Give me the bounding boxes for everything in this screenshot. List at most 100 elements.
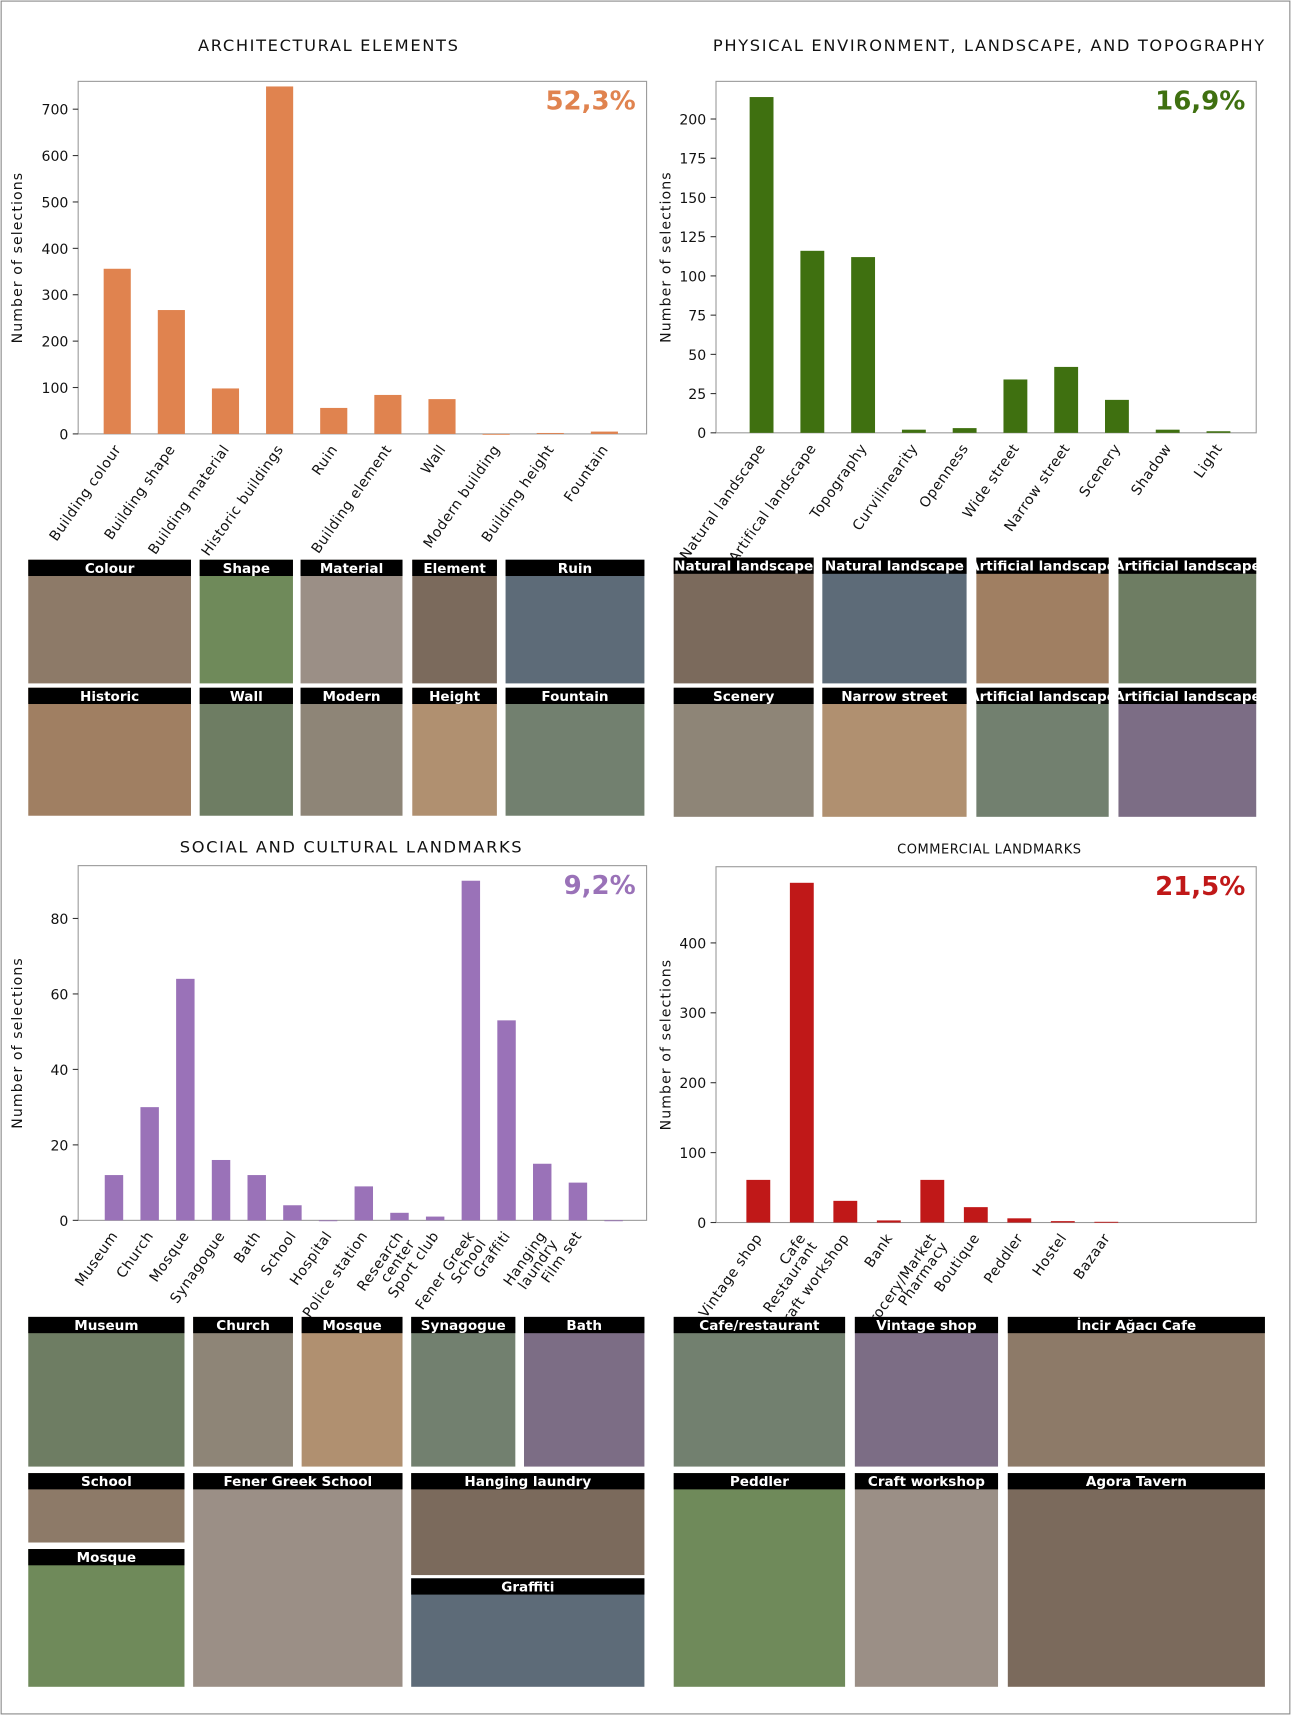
photo (505, 687, 645, 816)
y-axis-label: Number of selections (658, 171, 674, 343)
bar (1003, 379, 1028, 433)
y-tick-label: 150 (679, 191, 706, 207)
photo-caption-bar (412, 559, 497, 577)
annotation: 21,5% (1155, 872, 1245, 902)
photo-caption-bar (854, 1316, 999, 1334)
photo-caption-bar (300, 559, 403, 577)
photo (412, 559, 497, 684)
photo (976, 687, 1109, 817)
photo-caption-bar (1007, 1316, 1265, 1334)
photo (28, 1316, 185, 1467)
photo (822, 557, 967, 684)
photo-caption-bar (193, 1473, 403, 1490)
photo (673, 687, 814, 817)
photo (854, 1473, 999, 1687)
photo-caption: İncir Ağacı Cafe (1077, 1317, 1197, 1334)
bar (461, 880, 481, 1221)
photo-caption: Scenery (713, 689, 774, 705)
photo (505, 559, 645, 684)
photo-caption: Museum (74, 1318, 138, 1334)
y-tick-label: 200 (679, 112, 706, 128)
bar (952, 428, 977, 433)
bar (176, 978, 195, 1221)
photo (199, 687, 293, 816)
bar (354, 1186, 374, 1221)
y-tick-label: 80 (50, 912, 68, 928)
photo (1007, 1316, 1265, 1467)
y-tick-label: 40 (50, 1063, 68, 1079)
bar (604, 1220, 623, 1222)
photo-caption: Artificial landscape (969, 559, 1116, 575)
photo-caption: Natural landscape (825, 559, 964, 575)
photo (300, 559, 403, 684)
chart-title: ARCHITECTURAL ELEMENTS (198, 36, 460, 55)
photo-caption: Bath (566, 1318, 602, 1334)
y-tick-label: 100 (42, 381, 69, 397)
photo (673, 1316, 846, 1467)
bar (963, 1207, 988, 1223)
photo-caption-bar (411, 1316, 516, 1334)
bar (283, 1205, 302, 1221)
photo (1007, 1473, 1265, 1687)
y-tick-label: 300 (679, 1006, 706, 1022)
bar (533, 1163, 552, 1221)
photo-caption-bar (822, 687, 967, 705)
chart-title: SOCIAL AND CULTURAL LANDMARKS (180, 838, 523, 857)
photo-caption: Wall (230, 689, 263, 705)
plot-frame (77, 80, 648, 435)
bar (590, 431, 618, 434)
photo-caption: Height (429, 689, 481, 705)
photo-caption: Shape (223, 561, 270, 577)
photo-caption-bar (854, 1473, 999, 1490)
bar (247, 1175, 266, 1221)
bar (920, 1179, 945, 1223)
photo-caption-bar (976, 557, 1109, 574)
bar (266, 86, 294, 434)
bar (851, 257, 876, 433)
photo-caption: Mosque (77, 1550, 136, 1566)
bar (390, 1212, 409, 1221)
bar (876, 1220, 901, 1223)
y-tick-label: 500 (42, 195, 69, 211)
photo (193, 1316, 293, 1467)
photo-caption: Colour (85, 561, 135, 577)
photo-caption-bar (1118, 557, 1257, 574)
photo-caption: Historic (80, 689, 139, 705)
bar (140, 1107, 159, 1221)
photo (411, 1473, 645, 1576)
bar (211, 388, 240, 434)
photo (193, 1473, 403, 1687)
photo (976, 557, 1109, 684)
photo-caption: Narrow street (841, 689, 948, 705)
y-tick-label: 400 (679, 936, 706, 952)
bar (833, 1200, 858, 1223)
photo-caption-bar (301, 1316, 403, 1334)
photo-caption: Modern (323, 689, 381, 705)
bar (536, 432, 564, 434)
photo-caption-bar (28, 1549, 185, 1566)
photo-caption-bar (673, 1473, 846, 1490)
photo-caption-bar (1007, 1473, 1265, 1490)
photo-caption: Hanging laundry (464, 1474, 591, 1490)
y-tick-label: 100 (679, 1146, 706, 1162)
bar (1105, 399, 1129, 433)
photo-caption-bar (28, 1316, 185, 1334)
bar (320, 407, 348, 434)
bar (1155, 429, 1180, 433)
photo (28, 559, 191, 684)
bar (1206, 431, 1231, 433)
photo (673, 1473, 846, 1687)
photo-caption: Artificial landscape (969, 689, 1116, 705)
photo-caption-bar (1118, 687, 1257, 705)
chart-title: PHYSICAL ENVIRONMENT, LANDSCAPE, AND TOP… (713, 36, 1266, 55)
bar (157, 310, 185, 434)
photo-caption-bar (673, 557, 814, 574)
photo (28, 1549, 185, 1687)
photo (822, 687, 967, 817)
y-axis-label: Number of selections (658, 959, 674, 1131)
bar (103, 268, 131, 434)
photo-caption-bar (673, 1316, 846, 1334)
photo-caption-bar (28, 559, 191, 577)
bar (425, 1216, 445, 1221)
y-tick-label: 100 (679, 269, 706, 285)
